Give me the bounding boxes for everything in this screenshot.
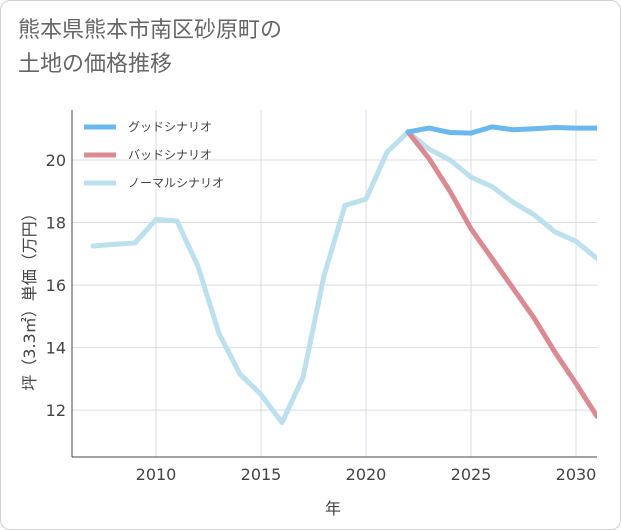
y-tick-label: 18	[46, 214, 66, 233]
x-axis-title: 年	[325, 499, 341, 518]
series-line	[405, 129, 597, 419]
chart-title-line-2: 土地の価格推移	[18, 52, 173, 77]
legend-label: ノーマルシナリオ	[128, 176, 224, 190]
x-tick-label: 2010	[136, 465, 177, 484]
x-tick-labels: 2010 2015 2020 2025 2030	[136, 465, 597, 484]
series-line	[90, 129, 597, 426]
series-line	[405, 124, 597, 136]
chart-title: 熊本県熊本市南区砂原町の 土地の価格推移	[18, 14, 282, 82]
x-tick-label: 2030	[556, 465, 597, 484]
plot-border	[71, 110, 597, 458]
y-tick-label: 14	[46, 339, 66, 358]
x-tick-label: 2025	[451, 465, 492, 484]
x-tick-label: 2015	[241, 465, 282, 484]
y-tick-labels: 12 14 16 18 20	[46, 151, 66, 420]
y-tick-label: 12	[46, 401, 66, 420]
y-tick-label: 16	[46, 276, 66, 295]
legend-label: グッドシナリオ	[128, 120, 212, 134]
grid	[72, 110, 597, 457]
series-lines	[90, 124, 597, 426]
legend-label: バッドシナリオ	[128, 148, 212, 162]
y-tick-label: 20	[46, 151, 66, 170]
x-tick-label: 2020	[346, 465, 387, 484]
y-axis-title: 坪（3.3㎡）単価（万円）	[20, 205, 39, 390]
chart-title-line-1: 熊本県熊本市南区砂原町の	[18, 18, 283, 43]
